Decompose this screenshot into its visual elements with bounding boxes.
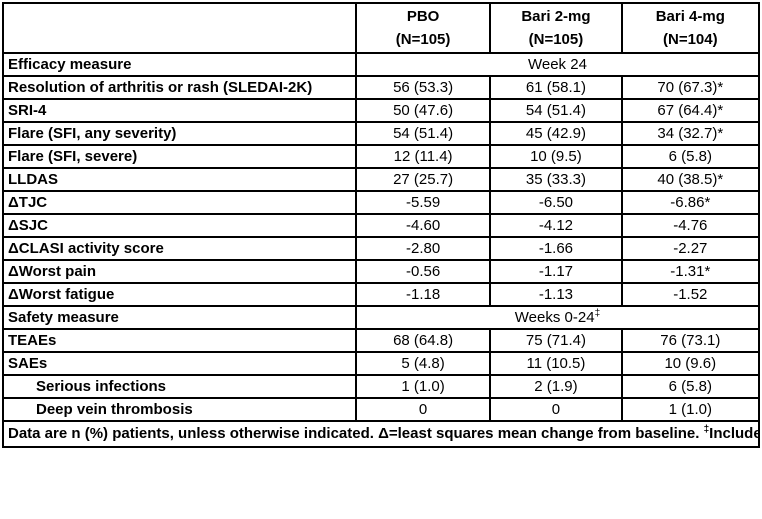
- column-header-name: Bari 4-mg: [655, 8, 725, 25]
- table-row: TEAEs 68 (64.8) 75 (71.4) 76 (73.1): [2, 328, 761, 353]
- row-label: SRI-4: [2, 98, 357, 123]
- table-row: ΔSJC -4.60 -4.12 -4.76: [2, 213, 761, 238]
- table-row: Deep vein thrombosis 0 0 1 (1.0): [2, 397, 761, 422]
- cell-value: -6.86*: [620, 190, 761, 215]
- cell-value: -1.66: [489, 236, 623, 261]
- cell-value: 56 (53.3): [354, 75, 492, 100]
- cell-value: -4.12: [489, 213, 623, 238]
- row-label: Flare (SFI, severe): [2, 144, 357, 169]
- row-label: SAEs: [2, 351, 357, 376]
- column-header-n: (N=105): [528, 31, 584, 48]
- section-span-text: Week 24: [527, 56, 587, 73]
- row-label: Resolution of arthritis or rash (SLEDAI-…: [2, 75, 357, 100]
- section-span-sup: ‡: [594, 308, 601, 319]
- cell-value: -1.17: [489, 259, 623, 284]
- cell-value: 1 (1.0): [354, 374, 492, 399]
- cell-value: -1.18: [354, 282, 492, 307]
- cell-value: 54 (51.4): [354, 121, 492, 146]
- cell-value: 50 (47.6): [354, 98, 492, 123]
- column-header-pbo: PBO (N=105): [354, 2, 492, 54]
- cell-value: 11 (10.5): [489, 351, 623, 376]
- section-label: Safety measure: [2, 305, 357, 330]
- column-header-name: PBO: [406, 8, 440, 25]
- cell-value: -5.59: [354, 190, 492, 215]
- cell-value: 0: [489, 397, 623, 422]
- footnote-row: Data are n (%) patients, unless otherwis…: [2, 420, 760, 448]
- cell-value: 70 (67.3)*: [620, 75, 761, 100]
- row-label: Serious infections: [2, 374, 357, 399]
- cell-value: -4.60: [354, 213, 492, 238]
- row-label: ΔSJC: [2, 213, 357, 238]
- table-row: Resolution of arthritis or rash (SLEDAI-…: [2, 75, 761, 100]
- cell-value: -4.76: [620, 213, 761, 238]
- table-row: SRI-4 50 (47.6) 54 (51.4) 67 (64.4)*: [2, 98, 761, 123]
- row-label: Deep vein thrombosis: [2, 397, 357, 422]
- row-label: LLDAS: [2, 167, 357, 192]
- cell-value: 35 (33.3): [489, 167, 623, 192]
- cell-value: 27 (25.7): [354, 167, 492, 192]
- cell-value: -1.13: [489, 282, 623, 307]
- table-row: ΔCLASI activity score -2.80 -1.66 -2.27: [2, 236, 761, 261]
- cell-value: 61 (58.1): [489, 75, 623, 100]
- cell-value: -6.50: [489, 190, 623, 215]
- cell-value: 2 (1.9): [489, 374, 623, 399]
- row-label: TEAEs: [2, 328, 357, 353]
- cell-value: -1.31*: [620, 259, 761, 284]
- cell-value: -1.52: [620, 282, 761, 307]
- cell-value: 40 (38.5)*: [620, 167, 761, 192]
- cell-value: 6 (5.8): [620, 144, 761, 169]
- row-label: ΔWorst fatigue: [2, 282, 357, 307]
- cell-value: -2.80: [354, 236, 492, 261]
- section-label: Efficacy measure: [2, 52, 357, 77]
- table-row: SAEs 5 (4.8) 11 (10.5) 10 (9.6): [2, 351, 761, 376]
- row-label: Flare (SFI, any severity): [2, 121, 357, 146]
- cell-value: 10 (9.6): [620, 351, 761, 376]
- cell-value: 10 (9.5): [489, 144, 623, 169]
- section-span-value: Weeks 0-24‡: [354, 305, 761, 330]
- footnote-text: Data are n (%) patients, unless otherwis…: [8, 425, 704, 442]
- cell-value: -0.56: [354, 259, 492, 284]
- footnote-text: Includes up to 30 days post treatment.CL…: [709, 425, 757, 442]
- section-span-text: Weeks 0-24: [514, 309, 595, 326]
- column-header-bari4: Bari 4-mg (N=104): [620, 2, 761, 54]
- cell-value: -2.27: [620, 236, 761, 261]
- results-table: PBO (N=105) Bari 2-mg (N=105) Bari 4-mg …: [2, 2, 761, 448]
- table-row: LLDAS 27 (25.7) 35 (33.3) 40 (38.5)*: [2, 167, 761, 192]
- cell-value: 45 (42.9): [489, 121, 623, 146]
- column-header-bari2: Bari 2-mg (N=105): [489, 2, 623, 54]
- footnote: Data are n (%) patients, unless otherwis…: [2, 420, 760, 448]
- cell-value: 0: [354, 397, 492, 422]
- cell-value: 67 (64.4)*: [620, 98, 761, 123]
- cell-value: 1 (1.0): [620, 397, 761, 422]
- row-label: ΔCLASI activity score: [2, 236, 357, 261]
- table-row: Flare (SFI, severe) 12 (11.4) 10 (9.5) 6…: [2, 144, 761, 169]
- cell-value: 54 (51.4): [489, 98, 623, 123]
- row-label: ΔTJC: [2, 190, 357, 215]
- cell-value: 75 (71.4): [489, 328, 623, 353]
- table-row: ΔTJC -5.59 -6.50 -6.86*: [2, 190, 761, 215]
- table-row: ΔWorst fatigue -1.18 -1.13 -1.52: [2, 282, 761, 307]
- cell-value: 68 (64.8): [354, 328, 492, 353]
- column-header-name: Bari 2-mg: [521, 8, 591, 25]
- column-header-n: (N=104): [663, 31, 718, 48]
- cell-value: 5 (4.8): [354, 351, 492, 376]
- table-row: Flare (SFI, any severity) 54 (51.4) 45 (…: [2, 121, 761, 146]
- cell-value: 76 (73.1): [620, 328, 761, 353]
- header-row: PBO (N=105) Bari 2-mg (N=105) Bari 4-mg …: [2, 2, 761, 54]
- cell-value: 12 (11.4): [354, 144, 492, 169]
- section-row-efficacy: Efficacy measure Week 24: [2, 52, 761, 77]
- cell-value: 34 (32.7)*: [620, 121, 761, 146]
- column-header-n: (N=105): [395, 31, 451, 48]
- corner-cell: [2, 2, 357, 54]
- table-row: ΔWorst pain -0.56 -1.17 -1.31*: [2, 259, 761, 284]
- footnote-dagger-sup: ‡: [703, 424, 710, 435]
- cell-value: 6 (5.8): [620, 374, 761, 399]
- table-row: Serious infections 1 (1.0) 2 (1.9) 6 (5.…: [2, 374, 761, 399]
- section-span-value: Week 24: [354, 52, 761, 77]
- section-row-safety: Safety measure Weeks 0-24‡: [2, 305, 761, 330]
- row-label: ΔWorst pain: [2, 259, 357, 284]
